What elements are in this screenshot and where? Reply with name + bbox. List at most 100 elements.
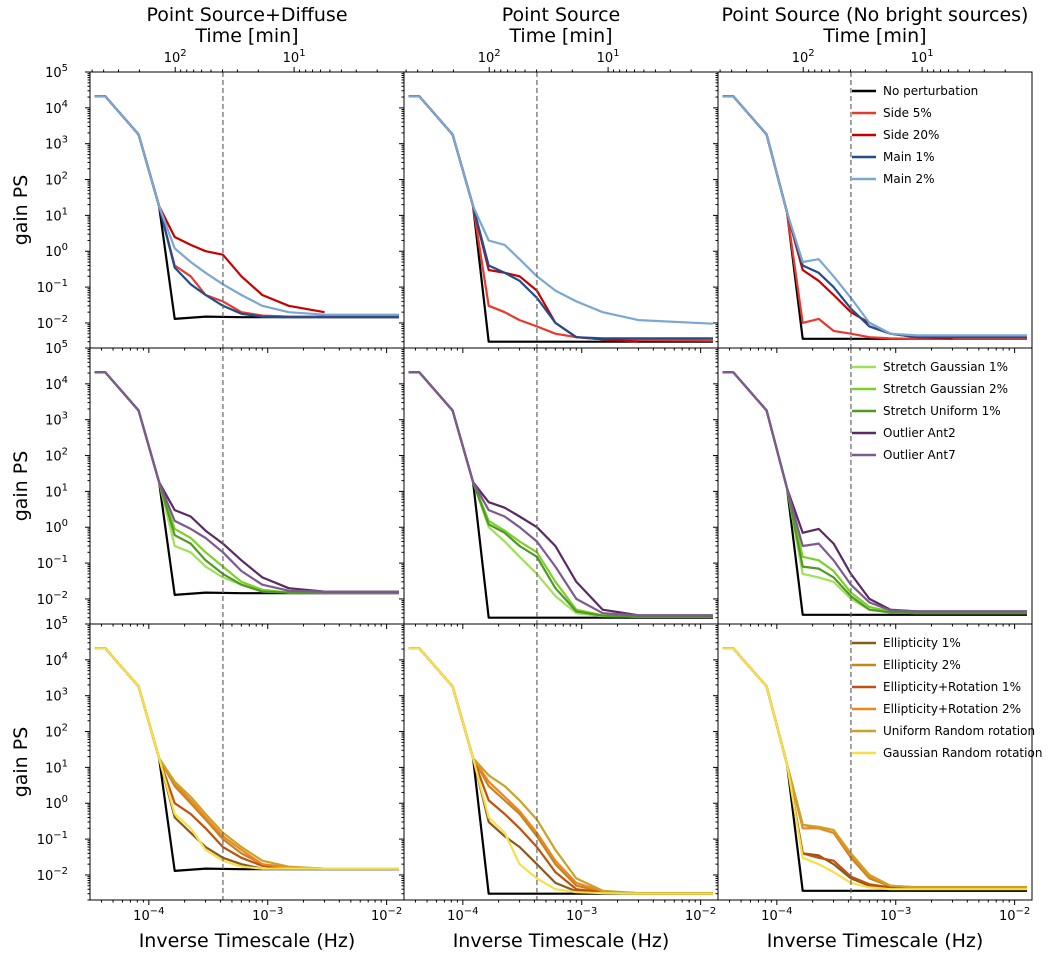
x-axis-label: Inverse Timescale (Hz) — [453, 930, 670, 952]
top-tick-label: 101 — [911, 48, 934, 66]
top-axis-label: Time [min] — [508, 25, 612, 47]
x-tick-label: 10−3 — [252, 906, 283, 924]
panel: 10−4 10−3 10−2 — [399, 623, 719, 924]
y-tick-label: 10−2 — [37, 866, 68, 884]
y-axis-label: gain PS — [10, 451, 32, 522]
y-tick-label: 10−1 — [37, 830, 68, 848]
legend-entry: Main 2% — [883, 172, 935, 186]
y-tick-label: 10−2 — [37, 590, 68, 608]
series-line — [408, 647, 713, 895]
y-tick-label: 102 — [45, 723, 68, 741]
y-axis-label: gain PS — [10, 175, 32, 246]
series-group — [408, 95, 714, 343]
series-line — [408, 371, 713, 619]
series-line — [94, 647, 399, 870]
y-tick-label: 103 — [45, 687, 68, 705]
y-tick-label: 104 — [45, 99, 68, 117]
x-axis-label: Inverse Timescale (Hz) — [767, 930, 984, 952]
column-title: Point Source+Diffuse — [146, 4, 347, 26]
series-line — [722, 647, 1027, 891]
series-group — [722, 371, 1027, 616]
x-axis-label: Inverse Timescale (Hz) — [139, 930, 356, 952]
legend: Ellipticity 1% Ellipticity 2% Ellipticity+… — [852, 636, 1042, 760]
series-group — [94, 647, 399, 872]
y-tick-label: 103 — [45, 135, 68, 153]
series-line — [94, 371, 399, 594]
series-line — [722, 95, 1027, 337]
series-group — [408, 647, 713, 895]
panel-frame — [89, 623, 405, 901]
y-tick-label: 105 — [45, 615, 68, 633]
y-tick-label: 105 — [45, 63, 68, 81]
x-tick-label: 10−4 — [447, 906, 478, 924]
legend-entry: No perturbation — [883, 84, 978, 98]
series-line — [408, 95, 714, 342]
panel-frame — [89, 71, 405, 349]
series-line — [722, 371, 1027, 613]
panel: 102 101 10−2 10−1 100 101 102 103 104 105 — [37, 48, 405, 353]
series-line — [94, 371, 399, 593]
y-tick-label: 101 — [45, 206, 68, 224]
y-tick-label: 10−1 — [37, 278, 68, 296]
panel-frame — [89, 347, 405, 625]
y-tick-label: 104 — [45, 375, 68, 393]
legend-entry: Ellipticity 1% — [883, 636, 961, 650]
top-tick-label: 102 — [164, 48, 187, 66]
legend-entry: Side 5% — [883, 106, 932, 120]
y-tick-label: 105 — [45, 339, 68, 357]
series-line — [408, 371, 713, 617]
legend-entry: Main 1% — [883, 150, 935, 164]
y-tick-label: 10−2 — [37, 314, 68, 332]
panel: 10−4 10−3 10−2 Ellipticity 1% Ellipticity 2%… — [713, 623, 1042, 924]
x-tick-label: 10−4 — [133, 906, 164, 924]
panel-frame — [403, 347, 719, 625]
series-line — [408, 95, 639, 343]
legend-entry: Gaussian Random rotation — [883, 746, 1042, 760]
panel-frame — [403, 71, 719, 349]
legend-entry: Ellipticity+Rotation 2% — [883, 702, 1021, 716]
column-title: Point Source (No bright sources) — [722, 4, 1029, 26]
x-tick-label: 10−2 — [999, 906, 1030, 924]
series-line — [722, 95, 1027, 339]
legend-entry: Side 20% — [883, 128, 939, 142]
y-tick-label: 104 — [45, 651, 68, 669]
legend-entry: Stretch Gaussian 2% — [883, 382, 1008, 396]
x-tick-label: 10−3 — [566, 906, 597, 924]
panel — [399, 347, 719, 629]
series-line — [408, 371, 713, 618]
series-line — [94, 95, 399, 316]
series-line — [722, 95, 1027, 340]
series-line — [722, 95, 1027, 340]
y-tick-label: 10−1 — [37, 554, 68, 572]
panel-frame — [717, 623, 1033, 901]
series-line — [94, 95, 325, 314]
panel: 10−4 10−3 10−2 10−2 10−1 100 101 102 103 104 105 — [37, 615, 405, 924]
series-line — [94, 647, 399, 870]
panel: 10−2 10−1 100 101 102 103 104 105 — [37, 339, 405, 629]
panel: Stretch Gaussian 1% Stretch Gaussian 2% St… — [713, 347, 1033, 629]
column-title: Point Source — [502, 4, 620, 26]
x-tick-label: 10−2 — [685, 906, 716, 924]
series-line — [408, 371, 713, 618]
top-tick-label: 102 — [478, 48, 501, 66]
series-group — [94, 371, 399, 596]
series-line — [408, 371, 713, 617]
y-tick-label: 101 — [45, 758, 68, 776]
legend-entry: Ellipticity 2% — [883, 658, 961, 672]
series-line — [94, 95, 399, 319]
series-line — [408, 647, 713, 895]
series-line — [94, 647, 399, 870]
x-tick-label: 10−2 — [371, 906, 402, 924]
series-line — [94, 95, 399, 318]
series-line — [94, 371, 399, 594]
y-tick-label: 100 — [45, 794, 68, 812]
legend: Stretch Gaussian 1% Stretch Gaussian 2% St… — [852, 360, 1008, 462]
panel: 102 101 — [399, 48, 719, 353]
series-line — [94, 647, 399, 870]
y-tick-label: 101 — [45, 482, 68, 500]
legend-entry: Outlier Ant7 — [883, 448, 956, 462]
series-line — [94, 647, 399, 870]
y-tick-label: 102 — [45, 447, 68, 465]
top-axis-label: Time [min] — [194, 25, 298, 47]
